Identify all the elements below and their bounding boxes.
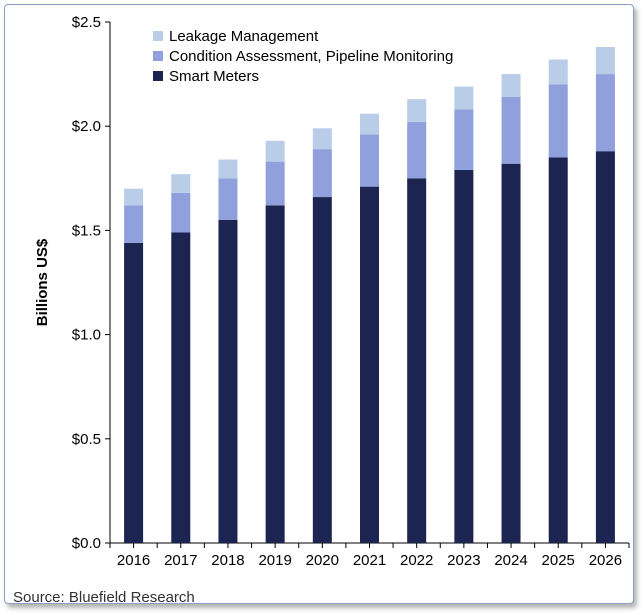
bar-segment [171,232,191,543]
x-tick-label: 2018 [211,552,244,569]
bar-segment [360,113,379,135]
x-tick-label: 2026 [589,552,622,569]
x-tick-label: 2016 [117,552,150,569]
bar-segment [312,149,332,198]
bar-segment [501,163,521,543]
bar-segment [454,86,474,110]
x-tick-label: 2021 [353,552,386,569]
y-tick-label: $2.5 [72,14,101,31]
bar-segment [407,99,427,123]
bar-segment [595,47,615,75]
bar-segment [454,109,474,170]
bar-segment [548,59,568,85]
x-tick-label: 2024 [494,552,527,569]
bar-segment [218,178,238,220]
bar-segment [124,188,144,206]
legend-label: Leakage Management [169,28,319,45]
bar-segment [501,97,521,164]
y-axis-title: Billions US$ [34,238,51,326]
bar-segment [407,178,427,544]
x-tick-label: 2019 [258,552,291,569]
bar-segment [171,192,191,233]
bar-segment [407,122,427,179]
bar-segment [265,140,285,162]
bar-segment [360,134,379,187]
legend-label: Smart Meters [169,68,259,85]
y-tick-label: $0.0 [72,535,101,552]
bar-segment [548,157,568,543]
bar-segment [218,159,238,179]
bar-segment [548,84,568,158]
source-note: Source: Bluefield Research [13,589,195,606]
bar-segment [595,74,615,152]
bar-segment [265,205,285,543]
bar-segment [124,205,144,243]
x-tick-label: 2020 [306,552,339,569]
y-tick-label: $1.0 [72,327,101,344]
bar-segment [595,151,615,543]
x-tick-label: 2022 [400,552,433,569]
legend-swatch [153,51,163,61]
bar-segment [312,128,332,150]
bar-segment [454,169,474,544]
x-tick-label: 2017 [164,552,197,569]
x-tick-label: 2023 [447,552,480,569]
legend-label: Condition Assessment, Pipeline Monitorin… [169,48,453,65]
y-tick-label: $1.5 [72,222,101,239]
legend-swatch [153,71,163,81]
chart-frame: $0.0 $0.5 $1.0 $1.5 $2.0 $2.5 Billions US$ 2016… [4,4,634,606]
bar-segment [171,174,191,193]
y-tick-label: $2.0 [72,118,101,135]
bar-segment [218,219,238,544]
bar-segment [501,74,521,98]
bar-segment [360,186,379,544]
x-tick-label: 2025 [542,552,575,569]
bar-segment [265,161,285,206]
bar-segment [312,197,332,543]
y-tick-label: $0.5 [72,431,101,448]
legend-swatch [153,31,163,41]
stacked-bar-chart: $0.0 $0.5 $1.0 $1.5 $2.0 $2.5 Billions US$ 2016… [34,14,630,569]
bar-segment [124,242,144,544]
